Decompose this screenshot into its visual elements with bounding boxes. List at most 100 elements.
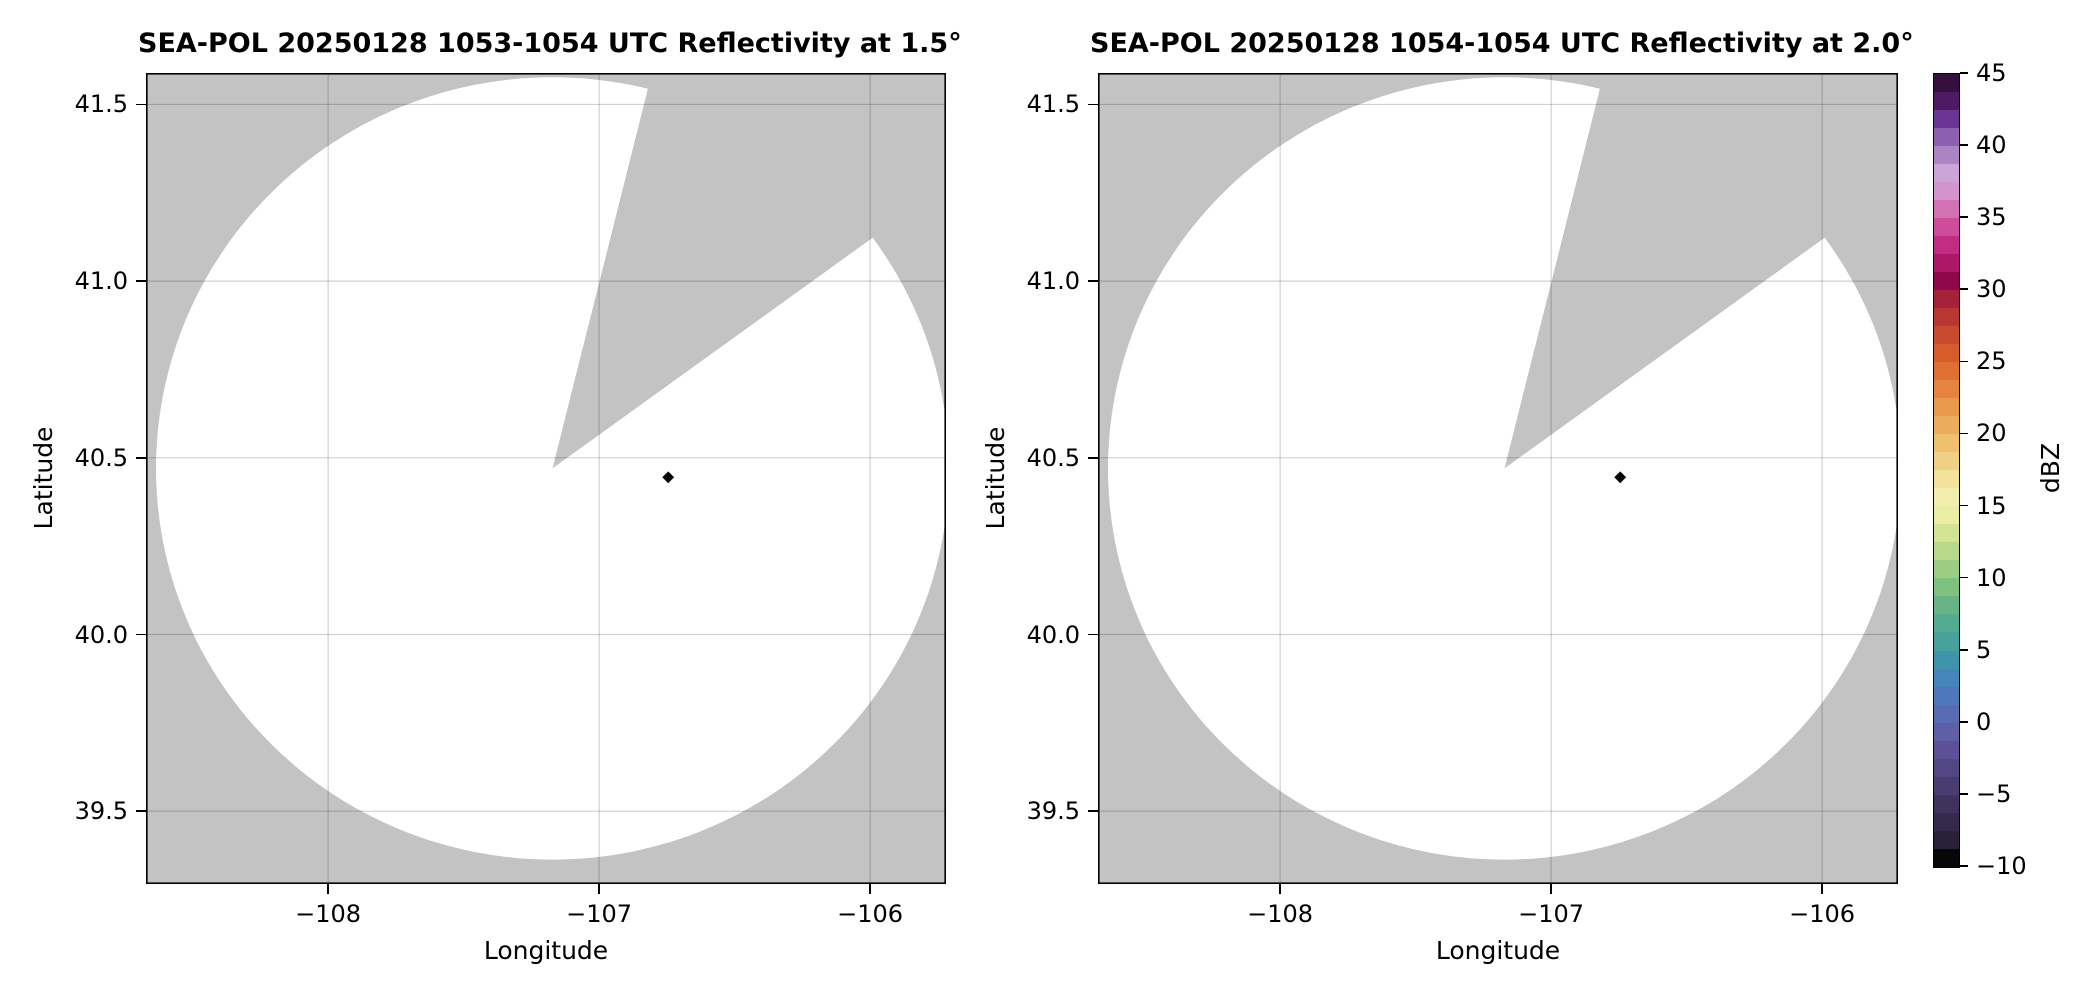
colorbar-tick-label: 25: [1976, 347, 2007, 376]
y-tick: [1088, 810, 1098, 812]
colorbar-band: [1934, 686, 1959, 705]
colorbar-tick-label: 35: [1976, 203, 2007, 232]
colorbar-band: [1934, 344, 1959, 363]
colorbar-tick: [1960, 865, 1968, 867]
panel-2-title: SEA-POL 20250128 1054-1054 UTC Reflectiv…: [1090, 28, 1914, 59]
colorbar: [1933, 73, 1960, 868]
y-tick-label: 40.5: [1026, 443, 1080, 472]
plot-area-2: [1098, 73, 1898, 884]
y-tick-label: 41.0: [1026, 267, 1080, 296]
missing-sector-wedge: [1504, 73, 1898, 469]
colorbar-band: [1934, 110, 1959, 129]
echo-point: [1614, 471, 1627, 484]
y-tick: [1088, 457, 1098, 459]
colorbar-band: [1934, 290, 1959, 309]
colorbar-tick: [1960, 360, 1968, 363]
y-tick: [136, 633, 146, 636]
colorbar-band: [1934, 758, 1959, 777]
panel-1-title: SEA-POL 20250128 1053-1054 UTC Reflectiv…: [138, 28, 962, 59]
y-tick: [136, 103, 146, 106]
colorbar-band: [1934, 776, 1959, 795]
colorbar-band: [1934, 128, 1959, 147]
y-tick-label: 39.5: [1026, 797, 1080, 826]
x-axis-label-2: Longitude: [1435, 936, 1561, 965]
colorbar-tick: [1960, 721, 1968, 723]
colorbar-band: [1934, 488, 1959, 507]
x-tick-label: −107: [566, 900, 633, 928]
colorbar-band: [1934, 812, 1959, 831]
y-tick-label: 40.5: [74, 443, 128, 472]
x-tick-label: −107: [1518, 900, 1585, 928]
colorbar-band: [1934, 92, 1959, 111]
colorbar-tick-label: 45: [1976, 59, 2007, 87]
colorbar-tick-label: 0: [1976, 707, 1992, 736]
colorbar-tick: [1960, 504, 1968, 507]
colorbar-tick: [1960, 793, 1968, 795]
y-tick: [136, 280, 146, 282]
colorbar-band: [1934, 362, 1959, 381]
y-tick-label: 41.5: [1026, 90, 1080, 119]
colorbar-band: [1934, 722, 1959, 741]
colorbar-tick-label: 20: [1976, 419, 2007, 448]
colorbar-band: [1934, 848, 1959, 867]
colorbar-tick: [1960, 144, 1968, 146]
colorbar-tick: [1960, 216, 1968, 218]
colorbar-band: [1934, 380, 1959, 399]
colorbar-band: [1934, 470, 1959, 489]
x-tick-label: −106: [837, 900, 904, 928]
colorbar-band: [1934, 506, 1959, 525]
colorbar-band: [1934, 326, 1959, 345]
colorbar-band: [1934, 74, 1959, 93]
colorbar-band: [1934, 398, 1959, 417]
y-tick-label: 41.5: [74, 90, 128, 119]
colorbar-band: [1934, 182, 1959, 201]
colorbar-band: [1934, 452, 1959, 471]
colorbar-tick-label: 5: [1976, 635, 1992, 664]
y-tick: [1088, 280, 1098, 282]
y-tick-label: 41.0: [74, 267, 128, 296]
y-tick-label: 40.0: [1026, 620, 1080, 649]
x-tick: [869, 884, 871, 894]
colorbar-band: [1934, 308, 1959, 327]
y-tick: [1088, 633, 1098, 636]
colorbar-band: [1934, 740, 1959, 759]
colorbar-band: [1934, 434, 1959, 453]
colorbar-band: [1934, 254, 1959, 273]
colorbar-band: [1934, 578, 1959, 597]
colorbar-tick-label: 40: [1976, 131, 2007, 160]
colorbar-band: [1934, 668, 1959, 687]
colorbar-tick-label: 15: [1976, 491, 2007, 520]
y-tick: [1088, 103, 1098, 106]
missing-sector-wedge: [552, 73, 946, 469]
y-tick: [136, 810, 146, 812]
colorbar-band: [1934, 416, 1959, 435]
plot-border: [146, 73, 946, 884]
colorbar-band: [1934, 236, 1959, 255]
colorbar-tick: [1960, 432, 1968, 435]
x-tick-label: −108: [1247, 900, 1314, 928]
x-tick: [327, 884, 329, 894]
colorbar-band: [1934, 614, 1959, 633]
colorbar-tick-label: 10: [1976, 563, 2007, 592]
colorbar-band: [1934, 596, 1959, 615]
x-tick: [1550, 884, 1552, 894]
echo-point: [662, 471, 675, 484]
y-tick-label: 40.0: [74, 620, 128, 649]
colorbar-band: [1934, 830, 1959, 849]
x-tick: [598, 884, 600, 894]
colorbar-band: [1934, 164, 1959, 183]
colorbar-band: [1934, 632, 1959, 651]
colorbar-band: [1934, 218, 1959, 237]
y-axis-label-2: Latitude: [981, 426, 1010, 530]
colorbar-band: [1934, 272, 1959, 291]
x-axis-label-1: Longitude: [483, 936, 609, 965]
colorbar-tick-label: −5: [1976, 779, 2012, 808]
colorbar-band: [1934, 542, 1959, 561]
colorbar-band: [1934, 704, 1959, 723]
colorbar-band: [1934, 650, 1959, 669]
colorbar-tick: [1960, 648, 1968, 651]
y-tick-label: 39.5: [74, 797, 128, 826]
colorbar-band: [1934, 524, 1959, 543]
y-axis-label-1: Latitude: [29, 426, 58, 530]
